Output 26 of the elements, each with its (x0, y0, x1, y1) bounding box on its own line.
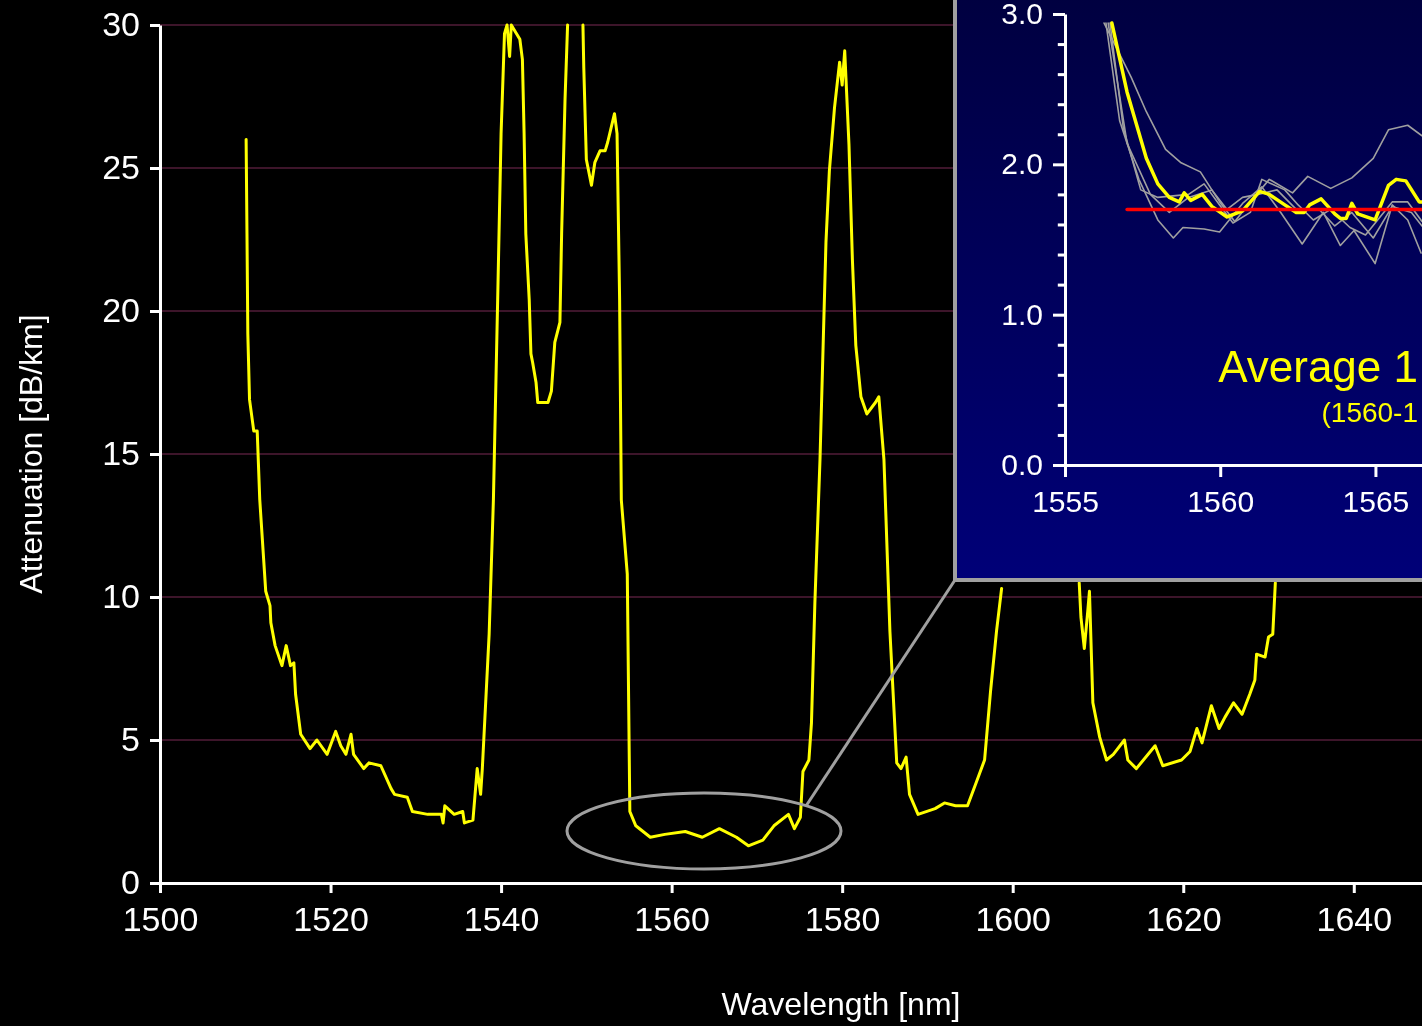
x-tick-label: 1600 (975, 900, 1052, 939)
x-tick-label: 1520 (293, 900, 369, 939)
y-tick-label: 3.0 (1001, 0, 1043, 31)
annotation: (1560-1 (1321, 397, 1418, 428)
y-tick-label: 0.0 (1001, 448, 1043, 482)
y-tick-label: 25 (102, 148, 140, 187)
x-tick-label: 1540 (463, 900, 540, 939)
x-tick-label: 1620 (1145, 900, 1222, 939)
y-tick-label: 30 (102, 5, 140, 44)
y-tick-label: 15 (102, 434, 140, 473)
y-tick-label: 1.0 (1001, 297, 1043, 331)
y-tick-label: 20 (102, 291, 140, 330)
x-tick-label: 1580 (804, 900, 881, 939)
y-tick-label: 2.0 (1001, 147, 1043, 181)
x-tick-label: 1560 (1187, 485, 1255, 519)
x-tick-label: 1640 (1316, 900, 1393, 939)
annotation: Average 1 (1218, 342, 1418, 391)
x-tick-label: 1565 (1342, 485, 1410, 519)
y-tick-label: 10 (102, 577, 140, 616)
y-axis-title: Attenuation [dB/km] (13, 314, 49, 594)
x-tick-label: 1560 (634, 900, 710, 939)
y-tick-label: 5 (121, 720, 140, 759)
x-tick-label: 1555 (1032, 485, 1099, 519)
y-tick-label: 0 (121, 863, 140, 902)
x-tick-label: 1500 (122, 900, 199, 939)
x-axis-title: Wavelength [nm] (721, 986, 961, 1022)
